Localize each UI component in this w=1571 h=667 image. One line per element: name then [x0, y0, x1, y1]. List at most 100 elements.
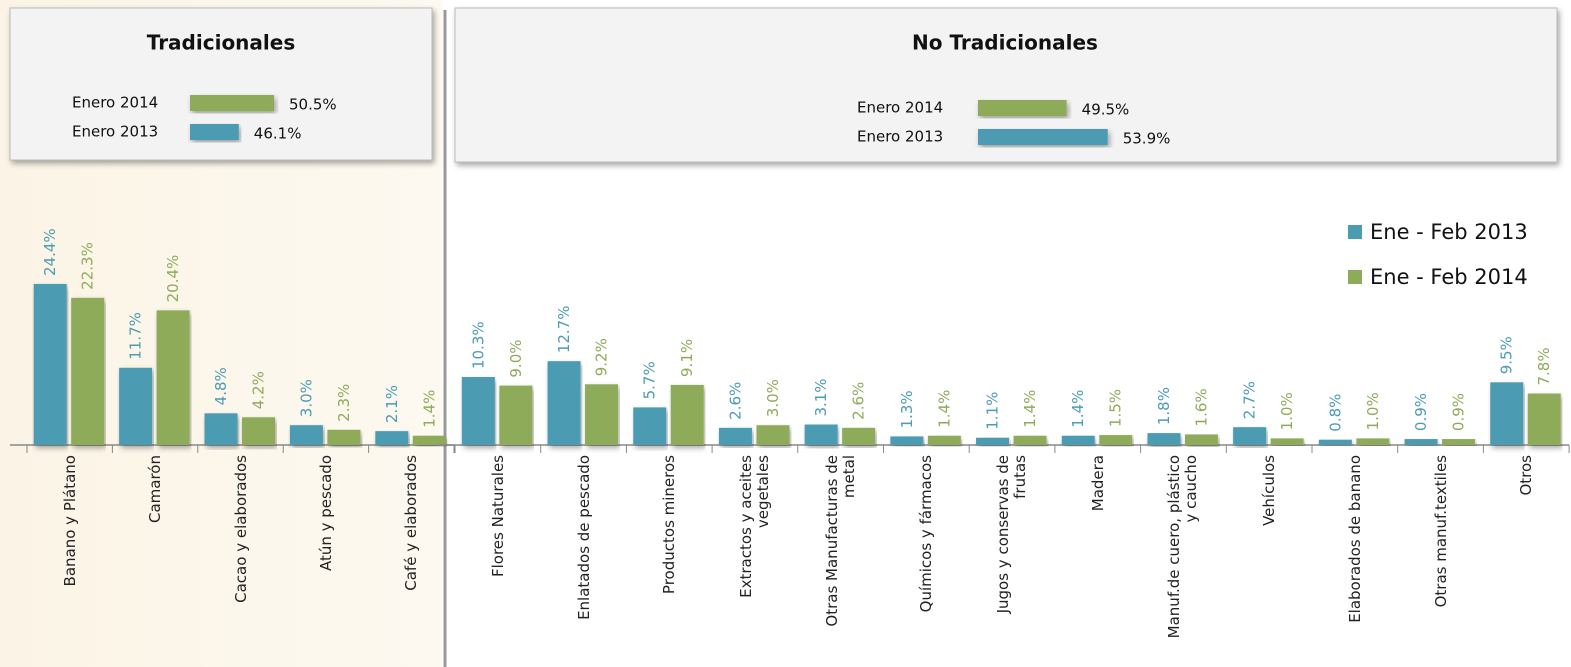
x-tick-label: Químicos y fármacos [904, 455, 948, 655]
x-tick-label-text: Atún y pescado [317, 455, 334, 571]
x-tick-label: Vehículos [1247, 455, 1291, 655]
bar [1271, 438, 1304, 445]
summary-label: Enero 2013 [72, 123, 158, 141]
bar [1062, 436, 1095, 445]
data-label: 2.6% [850, 382, 868, 420]
x-tick-label: Café y elaborados [389, 455, 433, 655]
bar [548, 361, 581, 445]
x-tick-label-text: Flores Naturales [489, 455, 506, 577]
x-tick-label-text: Enlatados de pescado [575, 455, 592, 620]
bar [1356, 438, 1389, 445]
bar [242, 417, 275, 445]
data-label: 0.8% [1326, 394, 1344, 432]
x-tick-label: Banano y Plátano [48, 455, 92, 655]
x-tick-label: Manuf.de cuero, plástico y caucho [1161, 455, 1205, 655]
data-label: 1.5% [1107, 389, 1125, 427]
legend-label: Ene - Feb 2014 [1370, 265, 1528, 289]
bar [842, 428, 875, 445]
bar [157, 310, 190, 445]
x-tick-label-text: Cacao y elaborados [232, 455, 249, 603]
data-label: 2.3% [335, 384, 353, 422]
data-label: 2.7% [1241, 381, 1259, 419]
x-tick-label-text: Manuf.de cuero, plástico y caucho [1166, 455, 1200, 645]
x-tick-label: Madera [1076, 455, 1120, 655]
data-label: 2.6% [726, 382, 744, 420]
summary-bar [978, 129, 1108, 145]
bar [928, 436, 961, 445]
data-label: 4.2% [250, 371, 268, 409]
bar [375, 431, 408, 445]
data-label: 0.9% [1450, 393, 1468, 431]
x-tick-label: Atún y pescado [304, 455, 348, 655]
bar [1099, 435, 1132, 445]
bar [890, 436, 923, 445]
bar [1405, 439, 1438, 445]
x-tick-label-text: Madera [1089, 455, 1106, 511]
bar [1319, 440, 1352, 445]
bar [1233, 427, 1266, 445]
x-tick-label: Camarón [133, 455, 177, 655]
x-tick-label-text: Otros [1518, 455, 1535, 496]
data-label: 7.8% [1535, 347, 1553, 385]
data-label: 9.1% [678, 339, 696, 377]
summary-bar [190, 124, 239, 140]
data-label: 1.4% [420, 390, 438, 428]
data-label: 1.1% [984, 392, 1002, 430]
data-label: 20.4% [164, 255, 182, 303]
summary-value-label: 49.5% [1082, 101, 1130, 119]
data-label: 9.5% [1498, 336, 1516, 374]
data-label: 12.7% [555, 306, 573, 354]
summary-value-label: 46.1% [254, 125, 302, 143]
bar [756, 425, 789, 445]
data-label: 1.8% [1155, 387, 1173, 425]
data-label: 11.7% [127, 312, 145, 360]
data-label: 1.0% [1364, 392, 1382, 430]
x-tick-label-text: Químicos y fármacos [918, 455, 935, 612]
bar [1528, 394, 1561, 445]
x-tick-label-text: Productos mineros [661, 455, 678, 594]
bar [1185, 434, 1218, 445]
x-tick-label: Elaborados de banano [1333, 455, 1377, 655]
x-tick-label: Otros [1504, 455, 1548, 655]
bar [1014, 436, 1047, 445]
bar [805, 425, 838, 445]
bar [719, 428, 752, 445]
bar [71, 298, 104, 445]
x-tick-label-text: Vehículos [1261, 455, 1278, 526]
bar [1147, 433, 1180, 445]
data-label: 1.6% [1192, 388, 1210, 426]
bar [462, 377, 495, 445]
x-tick-label: Flores Naturales [476, 455, 520, 655]
data-label: 3.0% [764, 379, 782, 417]
legend-label: Ene - Feb 2013 [1370, 220, 1528, 244]
x-tick-label: Otras manuf.textiles [1419, 455, 1463, 655]
x-tick-label-text: Banano y Plátano [61, 455, 78, 586]
x-tick-label: Extractos y aceites vegetales [733, 455, 777, 655]
data-label: 1.0% [1278, 392, 1296, 430]
chart-title: Tradicionales [147, 31, 296, 55]
x-tick-label: Otras Manufacturas de metal [819, 455, 863, 655]
summary-bar [190, 95, 274, 111]
data-label: 9.2% [593, 338, 611, 376]
bar [413, 436, 446, 445]
data-label: 3.0% [297, 379, 315, 417]
data-label: 1.4% [1069, 390, 1087, 428]
data-label: 3.1% [812, 378, 830, 416]
summary-label: Enero 2014 [857, 99, 943, 117]
bar [119, 368, 152, 445]
page: TradicionalesEnero 201450.5%Enero 201346… [0, 0, 1571, 667]
summary-label: Enero 2013 [857, 128, 943, 146]
data-label: 1.4% [1021, 390, 1039, 428]
summary-bar [978, 100, 1067, 116]
data-label: 24.4% [41, 228, 59, 276]
legend-swatch [1348, 270, 1362, 284]
bar [976, 438, 1009, 445]
bar [671, 385, 704, 445]
x-tick-label-text: Extractos y aceites vegetales [738, 455, 772, 645]
summary-value-label: 53.9% [1123, 130, 1171, 148]
bar [633, 407, 666, 445]
x-tick-label-text: Otras Manufacturas de metal [824, 455, 858, 645]
data-label: 9.0% [507, 339, 525, 377]
data-label: 4.8% [212, 367, 230, 405]
data-label: 5.7% [641, 361, 659, 399]
